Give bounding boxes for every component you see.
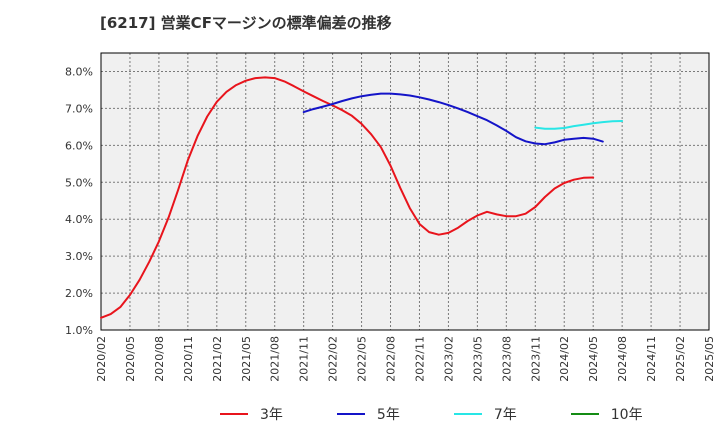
y-tick-label: 2.0% (65, 287, 93, 300)
x-tick-label: 2023/05 (471, 336, 484, 382)
legend-swatch-5y (336, 413, 365, 415)
legend-label-10y: 10年 (610, 407, 643, 423)
legend-label-5y: 5年 (376, 407, 400, 423)
x-tick-label: 2023/08 (500, 336, 513, 382)
x-tick-label: 2021/08 (269, 336, 282, 382)
x-tick-label: 2022/02 (327, 336, 340, 382)
x-tick-label: 2021/05 (240, 336, 253, 382)
x-tick-label: 2025/05 (703, 336, 716, 382)
legend-label-3y: 3年 (260, 407, 283, 423)
series-line-0 (100, 76, 595, 319)
y-tick-label: 3.0% (65, 250, 93, 263)
x-tick-label: 2020/05 (124, 336, 137, 382)
legend-swatch-10y (570, 413, 599, 415)
series-line-2 (534, 120, 624, 130)
plot-area (101, 53, 709, 330)
y-tick-label: 6.0% (65, 139, 93, 152)
legend-item-7y: 7年 (453, 404, 517, 424)
x-tick-label: 2022/08 (385, 336, 398, 382)
legend-swatch-7y (453, 413, 482, 415)
y-tick-label: 5.0% (65, 176, 93, 189)
y-tick-label: 1.0% (65, 324, 93, 337)
y-tick-label: 8.0% (65, 65, 93, 78)
x-tick-label: 2024/11 (645, 336, 658, 382)
x-tick-label: 2022/05 (356, 336, 369, 382)
x-tick-label: 2021/02 (211, 336, 224, 382)
legend-item-3y: 3年 (220, 404, 283, 424)
series-line-1 (302, 92, 604, 146)
x-tick-label: 2024/05 (587, 336, 600, 382)
x-tick-label: 2025/02 (674, 336, 687, 382)
x-tick-label: 2023/11 (529, 336, 542, 382)
legend-item-10y: 10年 (570, 404, 643, 424)
plot-border (100, 52, 710, 331)
legend-item-5y: 5年 (336, 404, 400, 424)
y-tick-label: 4.0% (65, 213, 93, 226)
x-tick-label: 2020/02 (95, 336, 108, 382)
x-tick-label: 2021/11 (298, 336, 311, 382)
x-tick-label: 2024/08 (616, 336, 629, 382)
x-tick-label: 2022/11 (413, 336, 426, 382)
x-tick-label: 2020/11 (182, 336, 195, 382)
legend-label-7y: 7年 (493, 407, 517, 423)
chart-legend: 3年 5年 7年 10年 (220, 404, 697, 424)
y-tick-label: 7.0% (65, 102, 93, 115)
x-tick-label: 2024/02 (558, 336, 571, 382)
x-tick-label: 2020/08 (153, 336, 166, 382)
chart-title: [6217] 営業CFマージンの標準偏差の推移 (100, 14, 392, 32)
x-tick-label: 2023/02 (442, 336, 455, 382)
legend-swatch-3y (220, 413, 248, 415)
